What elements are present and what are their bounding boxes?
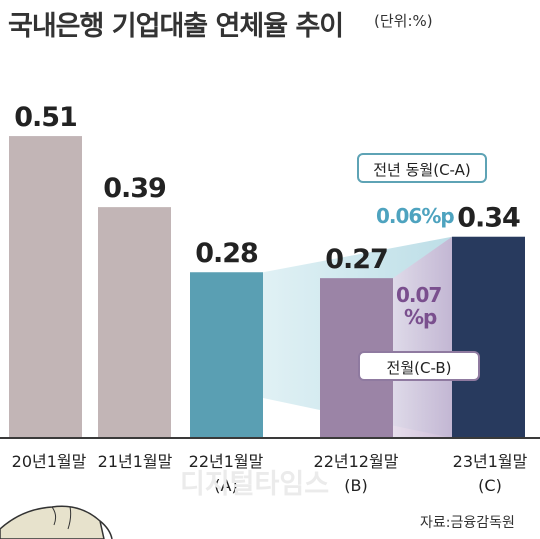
mom-diff-unit: %p (404, 305, 437, 329)
value-label-5: 0.34 (457, 203, 520, 234)
source-label: 자료:금융감독원 (420, 515, 515, 531)
category-label-1: 20년1월말 (12, 452, 87, 471)
value-label-3: 0.28 (195, 238, 258, 269)
mom-callout: 전월(C-B) (358, 351, 480, 381)
category-tag-3: (A) (214, 476, 237, 495)
yoy-callout: 전년 동월(C-A) (357, 153, 487, 183)
mom-callout-label: 전월(C-B) (386, 359, 452, 377)
watermark: 디지털타임스 (180, 469, 330, 500)
cartoon-illustration (0, 505, 113, 539)
value-label-4: 0.27 (325, 244, 388, 275)
category-label-4: 22년12월말 (314, 452, 399, 471)
bar-1 (9, 136, 82, 438)
category-tag-5: (C) (478, 476, 502, 495)
bar-3 (190, 272, 263, 438)
mom-comparison-band (393, 236, 452, 438)
category-tag-4: (B) (344, 476, 367, 495)
bar-2 (98, 207, 171, 438)
mom-diff-value: 0.07 (396, 283, 442, 307)
category-label-2: 21년1월말 (98, 452, 173, 471)
category-label-3: 22년1월말 (189, 452, 264, 471)
value-label-1: 0.51 (14, 102, 77, 133)
yoy-callout-label: 전년 동월(C-A) (373, 161, 471, 179)
category-label-5: 23년1월말 (453, 452, 528, 471)
value-label-2: 0.39 (103, 173, 166, 204)
chart-title: 국내은행 기업대출 연체율 추이 (8, 11, 344, 42)
chart-unit: (단위:%) (374, 12, 433, 30)
yoy-diff-label: 0.06%p (376, 204, 455, 228)
bar-5 (452, 236, 525, 438)
